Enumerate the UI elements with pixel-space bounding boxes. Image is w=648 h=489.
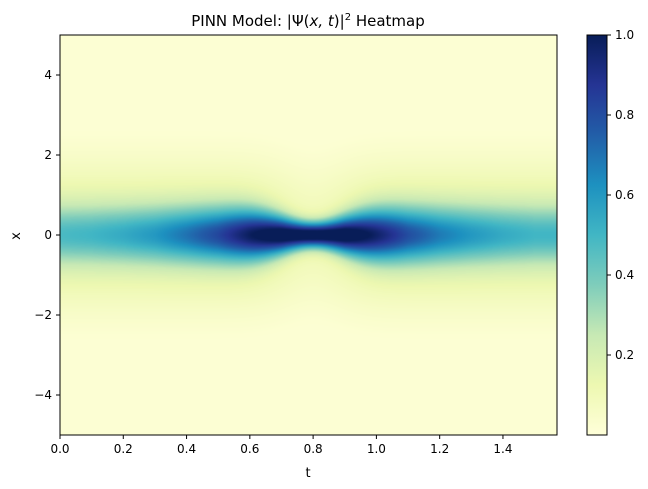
colorbar-tick-label: 0.6 (615, 188, 634, 202)
colorbar-tick-label: 0.2 (615, 348, 634, 362)
title-mid: )| (334, 12, 345, 30)
colorbar-tick-label: 0.4 (615, 268, 634, 282)
title-vars: x, t (308, 12, 334, 30)
x-tick-label: 0.6 (240, 442, 259, 456)
x-tick-label: 0.8 (304, 442, 323, 456)
heatmap-image (60, 35, 557, 435)
colorbar-tick-label: 1.0 (615, 28, 634, 42)
colorbar-gradient (586, 34, 608, 436)
x-tick-label: 1.2 (430, 442, 449, 456)
x-tick-label: 1.4 (493, 442, 512, 456)
title-prefix: PINN Model: |Ψ( (191, 12, 309, 30)
x-tick-label: 1.0 (367, 442, 386, 456)
heatmap-plot (59, 34, 558, 436)
y-tick-label: −4 (34, 388, 52, 402)
x-tick-label: 0.4 (177, 442, 196, 456)
y-tick-label: 4 (44, 68, 52, 82)
y-tick-label: 2 (44, 148, 52, 162)
y-tick-label: 0 (44, 228, 52, 242)
title-suffix: Heatmap (351, 12, 425, 30)
y-axis-label: x (9, 232, 24, 240)
colorbar: 0.2 0.4 0.6 0.8 1.0 (586, 28, 634, 436)
x-axis: 0.0 0.2 0.4 0.6 0.8 1.0 1.2 1.4 (50, 435, 513, 456)
x-axis-label: t (305, 466, 310, 481)
y-axis: −4 −2 0 2 4 (34, 68, 60, 402)
colorbar-tick-label: 0.8 (615, 108, 634, 122)
chart-title: PINN Model: |Ψ(x, t)|2 Heatmap (191, 12, 425, 30)
x-tick-label: 0.2 (114, 442, 133, 456)
title-sup: 2 (345, 12, 351, 23)
colorbar-ticks: 0.2 0.4 0.6 0.8 1.0 (607, 28, 634, 362)
y-tick-label: −2 (34, 308, 52, 322)
x-tick-label: 0.0 (50, 442, 69, 456)
